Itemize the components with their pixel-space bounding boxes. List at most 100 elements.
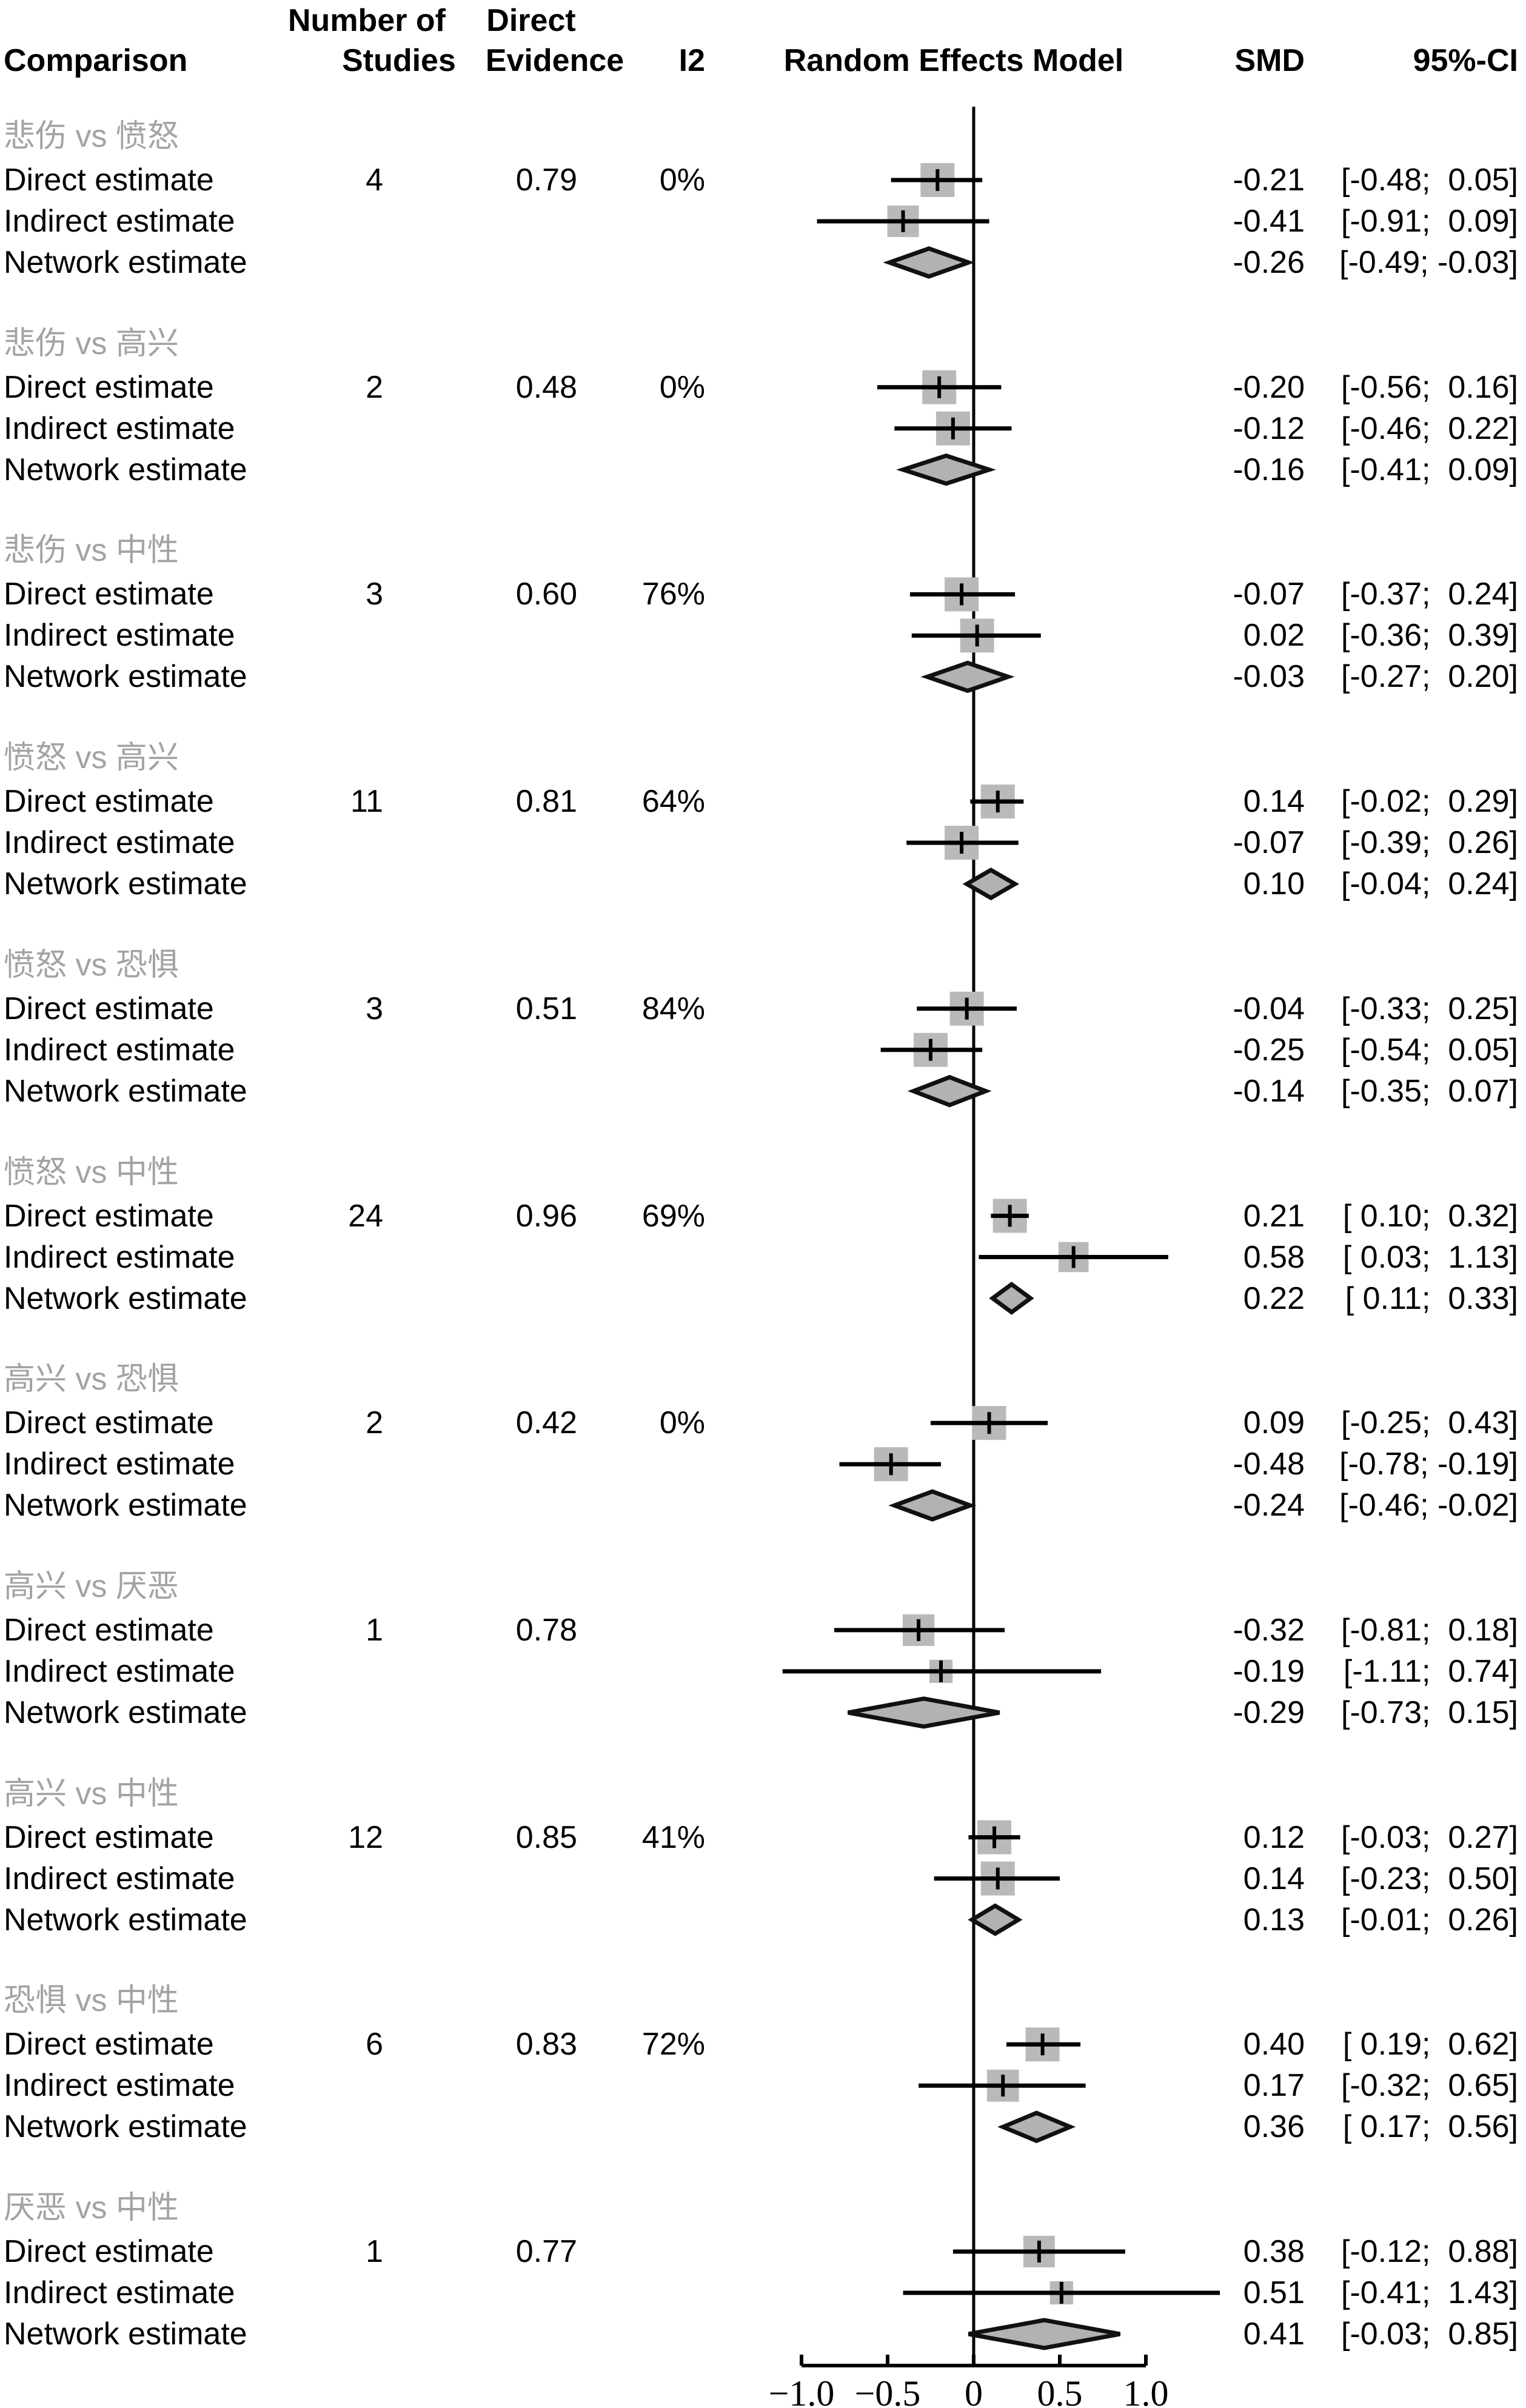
i2-value: 69%: [641, 1198, 705, 1234]
row-label-indirect: Indirect estimate: [4, 825, 235, 861]
i2-value: 72%: [641, 2027, 705, 2062]
ci-value: [-0.48; 0.05]: [1341, 162, 1518, 198]
ci-value: [ 0.17; 0.56]: [1342, 2109, 1518, 2145]
ci-value: [-0.04; 0.24]: [1341, 866, 1518, 902]
column-header-evidence-line1: Direct: [486, 3, 576, 38]
direct-evidence-value: 0.48: [515, 369, 577, 405]
row-label-indirect: Indirect estimate: [4, 1653, 235, 1689]
row-label-network: Network estimate: [4, 1694, 247, 1730]
smd-value: 0.12: [1243, 1819, 1305, 1855]
row-label-network: Network estimate: [4, 2109, 247, 2145]
ci-value: [ 0.10; 0.32]: [1342, 1198, 1518, 1234]
ci-value: [ 0.11; 0.33]: [1345, 1280, 1518, 1316]
row-label-indirect: Indirect estimate: [4, 1446, 235, 1482]
i2-value: 41%: [641, 1819, 705, 1855]
row-label-network: Network estimate: [4, 245, 247, 280]
smd-value: 0.17: [1243, 2068, 1305, 2104]
i2-value: 0%: [659, 162, 705, 198]
row-label-network: Network estimate: [4, 452, 247, 487]
group-comparison-label: 高兴 vs 恐惧: [4, 1362, 179, 1397]
ci-value: [-0.03; 0.27]: [1341, 1819, 1518, 1855]
smd-value: -0.48: [1233, 1446, 1305, 1482]
row-label-indirect: Indirect estimate: [4, 618, 235, 654]
network-diamond: [997, 2110, 1076, 2144]
column-header-studies-line1: Number of: [288, 3, 446, 38]
network-diamond: [920, 660, 1015, 694]
ci-value: [-0.56; 0.16]: [1341, 369, 1518, 405]
smd-value: -0.07: [1233, 577, 1305, 612]
smd-value: -0.14: [1233, 1073, 1305, 1109]
ci-value: [-0.37; 0.24]: [1341, 577, 1518, 612]
row-label-direct: Direct estimate: [4, 1198, 214, 1234]
i2-value: 64%: [641, 784, 705, 820]
group-comparison-label: 厌恶 vs 中性: [4, 2190, 179, 2226]
row-label-indirect: Indirect estimate: [4, 1032, 235, 1068]
ci-value: [-0.23; 0.50]: [1341, 1861, 1518, 1896]
direct-evidence-value: 0.81: [515, 784, 577, 820]
ci-value: [-0.39; 0.26]: [1341, 825, 1518, 861]
studies-count: 11: [350, 784, 383, 820]
ci-value: [-0.46; 0.22]: [1341, 410, 1518, 446]
network-diamond: [968, 2318, 1121, 2350]
group-comparison-label: 悲伤 vs 愤怒: [4, 119, 179, 154]
smd-value: -0.07: [1233, 825, 1305, 861]
column-header-smd: SMD: [1234, 43, 1305, 78]
row-label-direct: Direct estimate: [4, 162, 214, 198]
direct-evidence-value: 0.51: [515, 991, 577, 1026]
smd-value: -0.25: [1233, 1032, 1305, 1068]
network-diamond: [848, 1696, 1000, 1729]
studies-count: 2: [366, 1405, 383, 1441]
row-label-network: Network estimate: [4, 1488, 247, 1523]
smd-value: -0.24: [1233, 1488, 1305, 1523]
studies-count: 3: [366, 991, 383, 1026]
group-comparison-label: 高兴 vs 中性: [4, 1776, 179, 1811]
smd-value: -0.19: [1233, 1653, 1305, 1689]
ci-value: [-0.03; 0.85]: [1341, 2316, 1518, 2352]
studies-count: 6: [366, 2027, 383, 2062]
group-comparison-label: 愤怒 vs 中性: [4, 1154, 179, 1190]
row-label-indirect: Indirect estimate: [4, 204, 235, 239]
row-label-direct: Direct estimate: [4, 577, 214, 612]
studies-count: 1: [366, 1612, 383, 1648]
smd-value: 0.22: [1243, 1280, 1305, 1316]
ci-value: [-0.32; 0.65]: [1341, 2068, 1518, 2104]
ci-value: [-0.78; -0.19]: [1339, 1446, 1518, 1482]
smd-value: -0.29: [1233, 1694, 1305, 1730]
smd-value: -0.04: [1233, 991, 1305, 1026]
row-label-direct: Direct estimate: [4, 991, 214, 1026]
ci-value: [-0.02; 0.29]: [1341, 784, 1518, 820]
ci-value: [ 0.19; 0.62]: [1342, 2027, 1518, 2062]
row-label-network: Network estimate: [4, 659, 247, 695]
studies-count: 3: [366, 577, 383, 612]
group-comparison-label: 悲伤 vs 中性: [4, 533, 179, 569]
smd-value: -0.32: [1233, 1612, 1305, 1648]
smd-value: 0.02: [1243, 618, 1305, 654]
studies-count: 1: [366, 2234, 383, 2269]
i2-value: 0%: [659, 1405, 705, 1441]
ci-value: [-0.46; -0.02]: [1339, 1488, 1518, 1523]
row-label-indirect: Indirect estimate: [4, 410, 235, 446]
network-diamond: [962, 868, 1020, 901]
smd-value: -0.21: [1233, 162, 1305, 198]
row-label-network: Network estimate: [4, 1280, 247, 1316]
direct-evidence-value: 0.96: [515, 1198, 577, 1234]
ci-value: [-0.54; 0.05]: [1341, 1032, 1518, 1068]
row-label-direct: Direct estimate: [4, 2234, 214, 2269]
ci-value: [-0.01; 0.26]: [1341, 1902, 1518, 1938]
smd-value: -0.16: [1233, 452, 1305, 487]
ci-value: [-0.91; 0.09]: [1341, 204, 1518, 239]
column-header-i2: I2: [678, 43, 705, 78]
network-diamond: [896, 453, 996, 486]
ci-value: [-1.11; 0.74]: [1343, 1653, 1518, 1689]
x-axis-tick-label: −1.0: [768, 2373, 835, 2408]
smd-value: 0.51: [1243, 2275, 1305, 2310]
group-comparison-label: 愤怒 vs 高兴: [4, 740, 179, 776]
row-label-direct: Direct estimate: [4, 1819, 214, 1855]
smd-value: -0.12: [1233, 410, 1305, 446]
group-comparison-label: 恐惧 vs 中性: [4, 1983, 179, 2019]
i2-value: 0%: [659, 369, 705, 405]
smd-value: 0.14: [1243, 1861, 1305, 1896]
direct-evidence-value: 0.77: [515, 2234, 577, 2269]
